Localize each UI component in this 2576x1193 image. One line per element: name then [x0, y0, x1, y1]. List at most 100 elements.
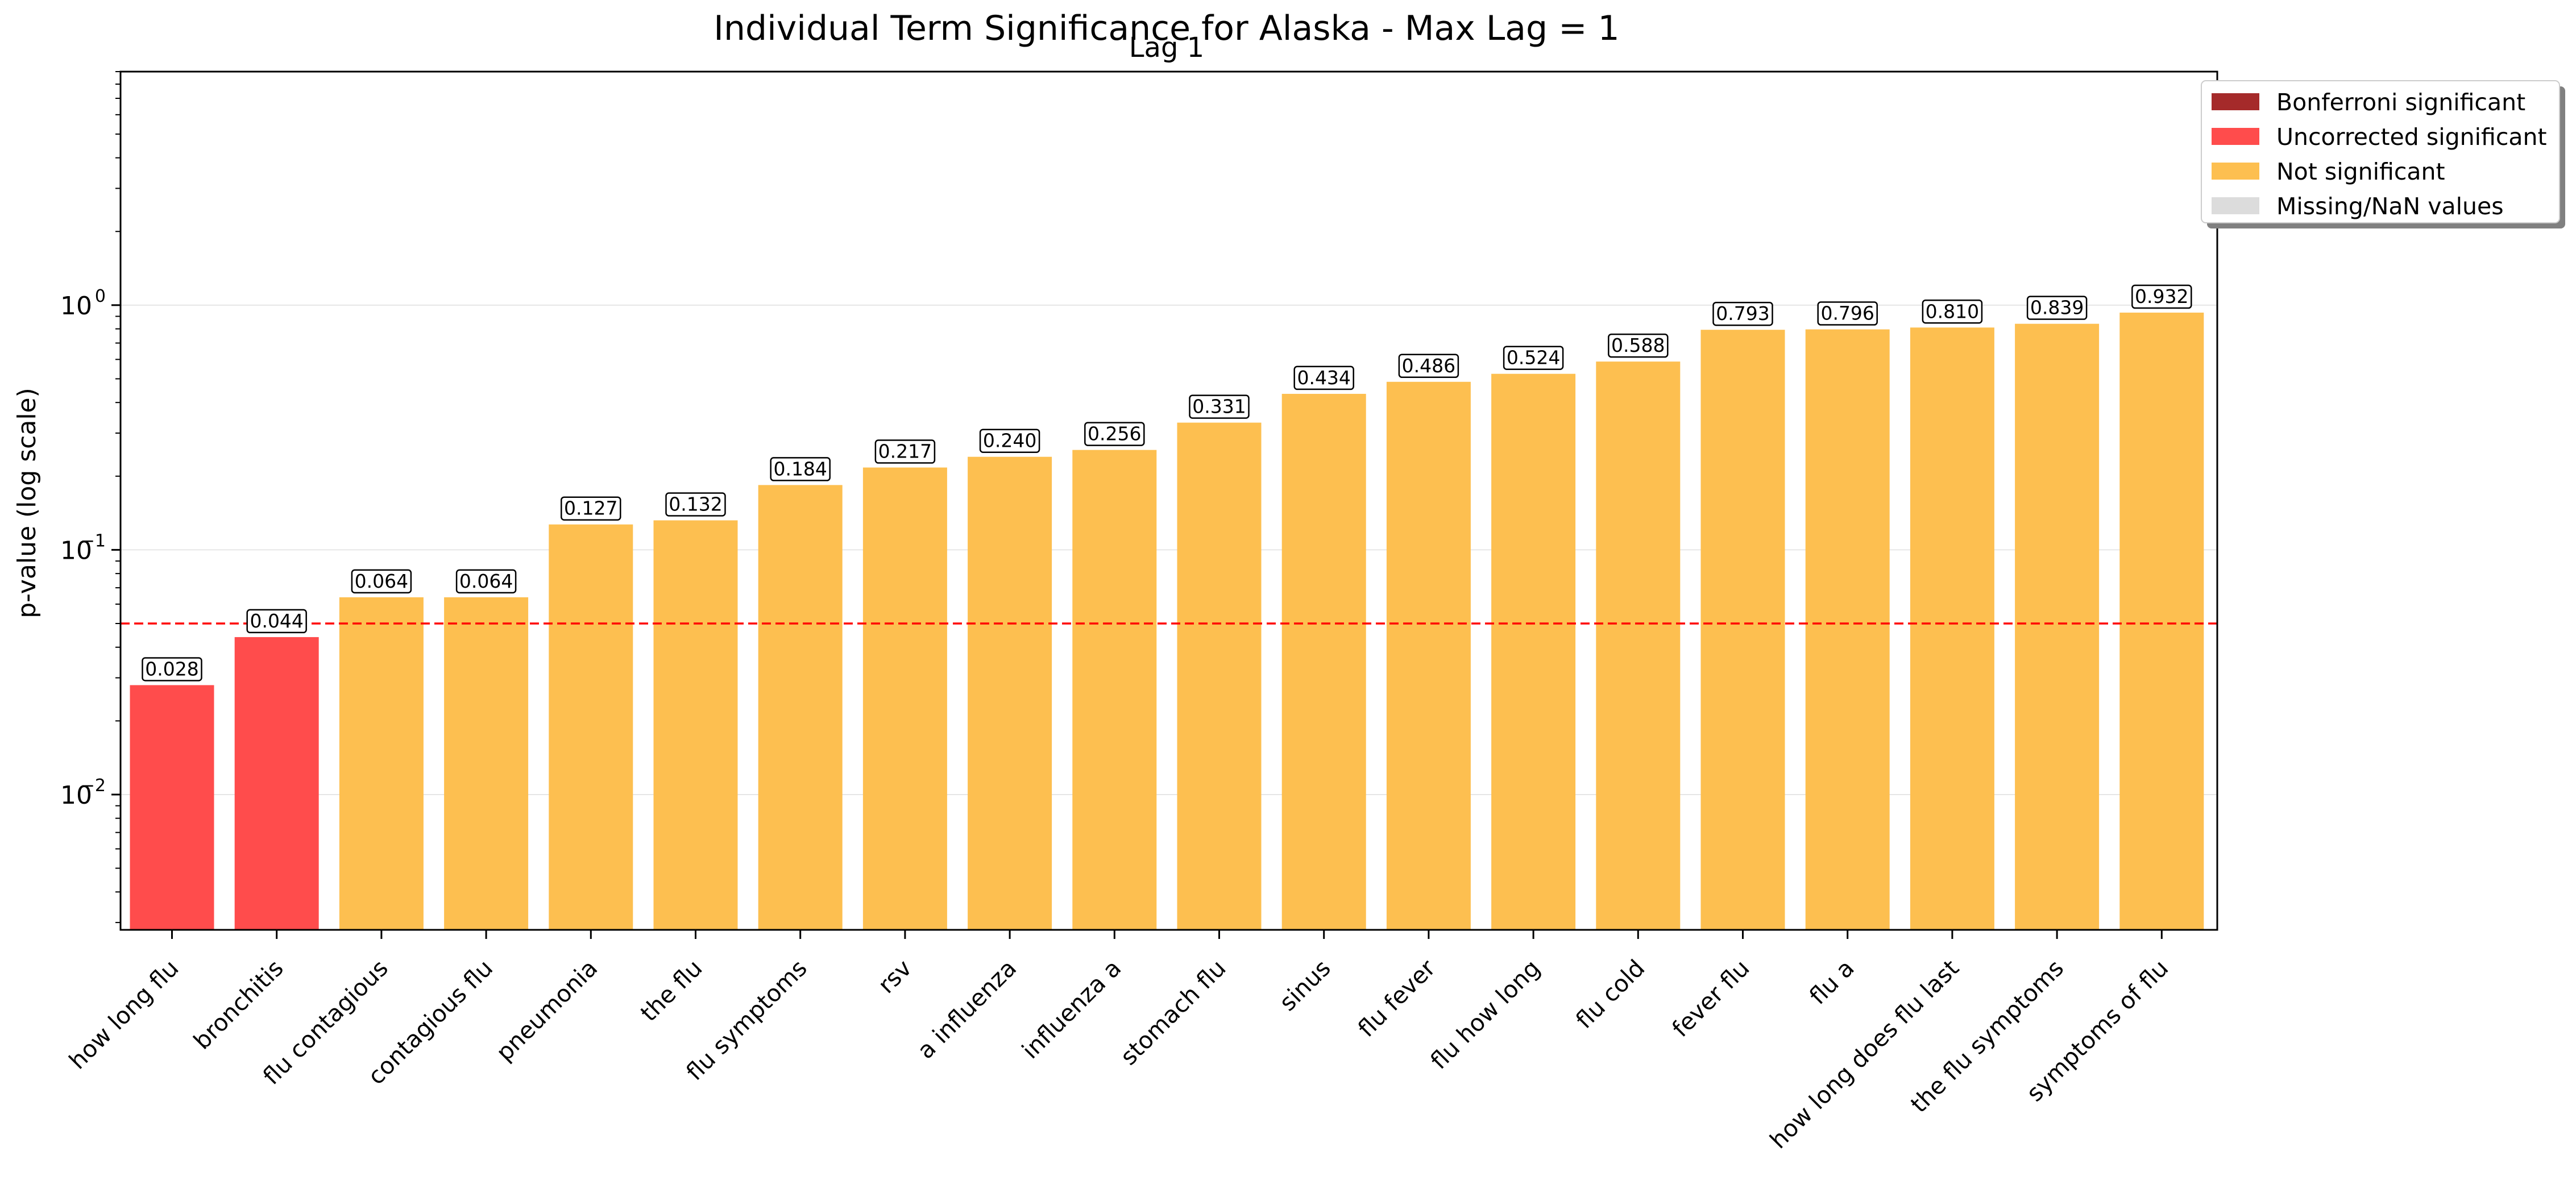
data-label-box	[979, 429, 1040, 453]
data-label: 0.434	[1293, 365, 1354, 390]
x-tick-label: influenza a	[1017, 954, 1126, 1064]
y-tick-label: 10	[60, 536, 92, 565]
data-label-box	[1503, 346, 1564, 370]
bar-pneumonia	[549, 524, 633, 930]
data-label-text: 0.524	[1507, 347, 1560, 369]
data-label-box	[1817, 301, 1878, 326]
bar-fever-flu	[1700, 330, 1785, 930]
bar-how-long-flu	[130, 685, 214, 930]
x-tick-label: the flu	[635, 954, 707, 1026]
bar-flu-contagious	[339, 597, 424, 930]
gridlines	[121, 304, 2217, 795]
bar-flu-symptoms	[758, 485, 843, 930]
y-tick-label: 10	[60, 292, 92, 321]
y-tick-exponent: −1	[81, 531, 106, 551]
x-tick-label: how long flu	[64, 954, 184, 1074]
bar-influenza-a	[1072, 450, 1157, 930]
data-label: 0.810	[1922, 300, 1983, 324]
bar-the-flu-symptoms	[2015, 323, 2100, 930]
data-label: 0.064	[351, 569, 412, 594]
data-label-text: 0.132	[669, 493, 722, 515]
y-tick-exponent: 0	[95, 286, 106, 306]
data-label-text: 0.064	[459, 570, 513, 592]
bar-sinus	[1281, 393, 1366, 930]
data-label-text: 0.331	[1192, 396, 1246, 418]
data-label-text: 0.796	[1820, 302, 1874, 325]
data-label-box	[2131, 284, 2192, 309]
data-label-text: 0.127	[564, 497, 617, 519]
x-tick-label: fever flu	[1667, 954, 1755, 1042]
bar-rsv	[862, 467, 947, 930]
y-axis: 10−210−110 0	[60, 71, 121, 924]
bar-stomach-flu	[1177, 422, 1262, 930]
data-label: 0.240	[979, 429, 1040, 453]
data-label-text: 0.932	[2135, 285, 2188, 307]
bar-a-influenza	[968, 456, 1052, 930]
data-label-box	[1084, 422, 1145, 446]
data-label: 0.839	[2026, 296, 2088, 320]
data-label-text: 0.793	[1716, 302, 1769, 325]
x-tick-label: pneumonia	[491, 954, 603, 1066]
bar-how-long-does-flu-last	[1910, 327, 1994, 930]
legend-swatch-uncorrected	[2212, 128, 2259, 145]
bar-flu-a	[1805, 329, 1890, 930]
data-labels: 0.028 0.044 0.064 0.064 0.127 0.132 0.184 0.217…	[142, 284, 2192, 681]
x-tick-label: bronchitis	[188, 954, 289, 1055]
data-label-box	[455, 569, 517, 594]
data-label-text: 0.810	[1926, 300, 1979, 322]
data-label: 0.588	[1608, 333, 1669, 358]
data-label-box	[1293, 365, 1354, 390]
data-label-box	[1189, 394, 1250, 419]
bar-contagious-flu	[444, 597, 529, 930]
data-label-text: 0.256	[1088, 423, 1141, 445]
data-label-box	[142, 657, 202, 681]
x-tick-label: flu fever	[1353, 954, 1441, 1042]
data-label: 0.796	[1817, 301, 1878, 326]
data-label-text: 0.839	[2030, 297, 2084, 319]
data-label-text: 0.044	[250, 610, 303, 632]
y-tick-label: 10	[60, 781, 92, 810]
bar-the-flu	[653, 520, 738, 930]
x-tick-label: flu how long	[1425, 954, 1545, 1074]
data-label-box	[1398, 354, 1459, 379]
legend-box	[2201, 80, 2560, 223]
legend-swatch-bonferroni	[2212, 93, 2259, 110]
bar-flu-cold	[1596, 361, 1681, 930]
data-label: 0.044	[246, 609, 307, 634]
data-label: 0.217	[874, 439, 936, 464]
data-label: 0.256	[1084, 422, 1145, 446]
data-label: 0.793	[1712, 301, 1773, 326]
x-tick-label: flu a	[1804, 954, 1860, 1010]
data-label: 0.524	[1503, 346, 1564, 370]
bar-symptoms-of-flu	[2119, 313, 2204, 930]
data-label-text: 0.434	[1297, 367, 1350, 389]
bars	[130, 313, 2204, 930]
data-label-box	[1608, 333, 1669, 358]
data-label: 0.127	[561, 496, 621, 521]
legend-label: Bonferroni significant	[2276, 89, 2525, 116]
data-label-text: 0.184	[773, 458, 827, 480]
data-label-box	[351, 569, 412, 594]
plot-frame	[119, 70, 2218, 931]
y-axis-label: p-value (log scale)	[13, 388, 42, 618]
data-label-box	[665, 492, 726, 517]
x-tick-label: a influenza	[912, 954, 1022, 1064]
chart-title: Individual Term Significance for Alaska …	[714, 9, 1619, 48]
data-label-box	[561, 496, 621, 521]
chart-subtitle: Lag 1	[1129, 32, 1204, 64]
bar-bronchitis	[234, 637, 319, 930]
x-tick-label: stomach flu	[1115, 954, 1231, 1070]
legend-label: Uncorrected significant	[2276, 123, 2547, 151]
data-label-box	[874, 439, 936, 464]
data-label-text: 0.028	[145, 658, 198, 680]
x-tick-label: how long does flu last	[1765, 954, 1964, 1154]
data-label-text: 0.588	[1611, 334, 1665, 356]
data-label: 0.028	[142, 657, 202, 681]
data-label: 0.331	[1189, 394, 1250, 419]
data-label-box	[2026, 296, 2088, 320]
data-label-text: 0.486	[1402, 355, 1455, 377]
x-tick-label: sinus	[1274, 954, 1336, 1016]
